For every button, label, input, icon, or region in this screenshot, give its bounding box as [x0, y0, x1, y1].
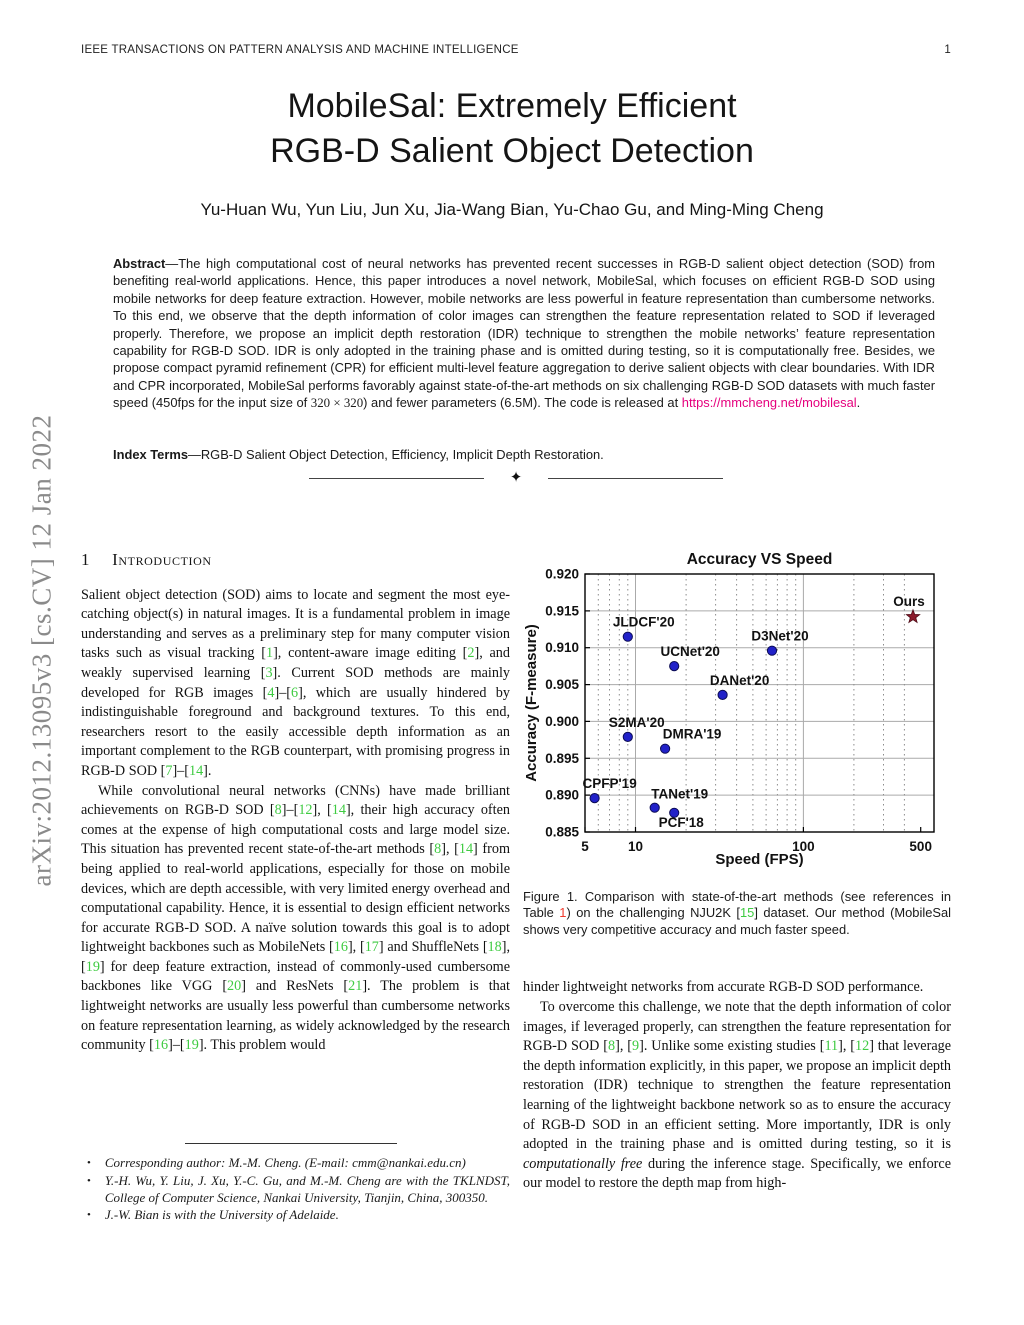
scatter-point: [766, 645, 778, 656]
abstract: Abstract—The high computational cost of …: [113, 256, 935, 411]
svg-text:0.895: 0.895: [545, 751, 579, 766]
left-column: 1 Introduction Salient object detection (…: [81, 548, 510, 1056]
citation-link[interactable]: 3: [265, 664, 273, 681]
citation-link[interactable]: 19: [184, 1037, 199, 1054]
citation-link[interactable]: 8: [608, 1038, 616, 1055]
citation-link[interactable]: 6: [291, 684, 299, 701]
section-heading: 1 Introduction: [81, 550, 510, 570]
body-paragraph: hinder lightweight networks from accurat…: [523, 979, 924, 996]
citation-link[interactable]: 1: [265, 645, 274, 662]
svg-text:0.900: 0.900: [545, 714, 579, 729]
intro-paragraphs: Salient object detection (SOD) aims to l…: [81, 586, 510, 1056]
scatter-point: [622, 731, 633, 742]
footnotes: • Corresponding author: M.-M. Cheng. (E-m…: [81, 1143, 510, 1225]
divider-star-icon: ✦: [509, 470, 523, 486]
figure1-chart: 5 10 100 500 0.885 0.890 0.895 0.900 0.905 0.910 0…: [523, 551, 935, 868]
paper-title: MobileSal: Extremely Efficient RGB-D Sal…: [0, 84, 1024, 174]
svg-text:0.885: 0.885: [545, 825, 579, 840]
scatter-point-label: DANet'20: [710, 673, 769, 688]
body-paragraph: While convolutional neural networks (CNN…: [81, 782, 511, 1054]
scatter-point-label: TANet'19: [651, 787, 708, 802]
citation-link[interactable]: 7: [165, 762, 173, 779]
scatter-point-label: DMRA'19: [663, 727, 722, 742]
svg-text:0.905: 0.905: [545, 677, 579, 692]
right-column: 5 10 100 500 0.885 0.890 0.895 0.900 0.905 0.910 0…: [523, 548, 951, 1194]
citation-link[interactable]: 14: [458, 841, 474, 858]
citation-link[interactable]: 12: [298, 802, 313, 819]
figure1-caption: Figure 1. Comparison with state-of-the-a…: [523, 888, 951, 937]
svg-text:0.915: 0.915: [545, 603, 579, 618]
paper-title-line2: RGB-D Salient Object Detection: [270, 132, 754, 170]
footnote-item: • Corresponding author: M.-M. Cheng. (E-m…: [87, 1155, 466, 1170]
svg-text:500: 500: [909, 839, 932, 854]
scatter-point: [622, 631, 633, 642]
scatter-star-ours: [905, 608, 921, 624]
scatter-point-label: JLDCF'20: [613, 615, 675, 630]
table-link[interactable]: 1: [559, 905, 567, 921]
svg-text:0.910: 0.910: [545, 640, 579, 655]
svg-text:5: 5: [581, 839, 589, 854]
journal-name: IEEE TRANSACTIONS ON PATTERN ANALYSIS AN…: [81, 44, 519, 56]
url-link[interactable]: https://mmcheng.net/mobilesal: [681, 395, 857, 411]
divider-rule-right: [548, 478, 724, 479]
citation-link[interactable]: 16: [153, 1037, 169, 1054]
svg-text:Accuracy VS Speed: Accuracy VS Speed: [687, 551, 833, 568]
footnote-list: • Corresponding author: M.-M. Cheng. (E-m…: [81, 1155, 510, 1224]
svg-text:0.890: 0.890: [545, 788, 579, 803]
section-number: 1: [81, 550, 91, 569]
svg-text:100: 100: [792, 839, 815, 854]
citation-link[interactable]: 18: [487, 939, 502, 956]
citation-link[interactable]: 8: [274, 802, 282, 819]
index-terms: Index Terms—RGB-D Salient Object Detecti…: [113, 447, 604, 462]
running-header: IEEE TRANSACTIONS ON PATTERN ANALYSIS AN…: [81, 44, 951, 56]
footnote-rule: [185, 1143, 397, 1144]
bullet-icon: •: [87, 1157, 91, 1169]
citation-link[interactable]: 16: [333, 939, 348, 956]
scatter-point-label: CPFP'19: [582, 776, 636, 791]
citation-link[interactable]: 2: [467, 645, 475, 662]
scatter-point: [589, 793, 600, 804]
paper-title-line1: MobileSal: Extremely Efficient: [287, 87, 737, 125]
citation-link[interactable]: 12: [855, 1038, 870, 1055]
section-divider: ✦: [81, 471, 951, 486]
scatter-point: [660, 743, 671, 754]
footnote-item: • J.-W. Bian is with the University of Ad…: [87, 1207, 339, 1223]
citation-link[interactable]: 14: [331, 802, 346, 819]
body-paragraph: To overcome this challenge, we note that…: [523, 998, 952, 1192]
citation-link[interactable]: 11: [824, 1038, 839, 1055]
citation-link[interactable]: 20: [227, 978, 242, 995]
svg-text:0.920: 0.920: [545, 567, 579, 582]
scatter-point: [717, 689, 728, 700]
citation-link[interactable]: 21: [348, 978, 363, 995]
scatter-point: [669, 807, 680, 818]
scatter-point-label: PCF'18: [659, 815, 705, 830]
body-paragraph: Salient object detection (SOD) aims to l…: [81, 586, 510, 779]
bullet-icon: •: [87, 1174, 91, 1187]
svg-text:Accuracy (F-measure): Accuracy (F-measure): [523, 624, 540, 782]
citation-link[interactable]: 19: [85, 958, 100, 975]
arxiv-watermark: arXiv:2012.13095v3 [cs.CV] 12 Jan 2022: [26, 414, 57, 887]
footnote-item: • Y.-H. Wu, Y. Liu, J. Xu, Y.-C. Gu, and …: [87, 1172, 510, 1205]
scatter-point-label: UCNet'20: [660, 644, 719, 659]
page-number: 1: [944, 44, 951, 56]
citation-link[interactable]: 15: [739, 905, 755, 921]
section-title: Introduction: [112, 550, 212, 569]
citation-link[interactable]: 4: [267, 684, 275, 701]
svg-text:Speed (FPS): Speed (FPS): [715, 851, 803, 868]
right-column-paragraphs: hinder lightweight networks from accurat…: [523, 978, 951, 1194]
bullet-icon: •: [87, 1209, 91, 1222]
citation-link[interactable]: 14: [188, 762, 204, 779]
citation-link[interactable]: 9: [632, 1038, 640, 1055]
scatter-point: [649, 802, 660, 813]
author-list: Yu-Huan Wu, Yun Liu, Jun Xu, Jia-Wang Bi…: [200, 200, 824, 219]
scatter-point-label: Ours: [893, 594, 925, 609]
scatter-point-label: S2MA'20: [609, 715, 665, 730]
citation-link[interactable]: 17: [364, 939, 379, 956]
citation-link[interactable]: 8: [434, 841, 442, 858]
scatter-point-label: D3Net'20: [751, 629, 808, 644]
divider-rule-left: [308, 478, 484, 479]
scatter-point: [669, 661, 680, 672]
svg-text:10: 10: [628, 839, 643, 854]
